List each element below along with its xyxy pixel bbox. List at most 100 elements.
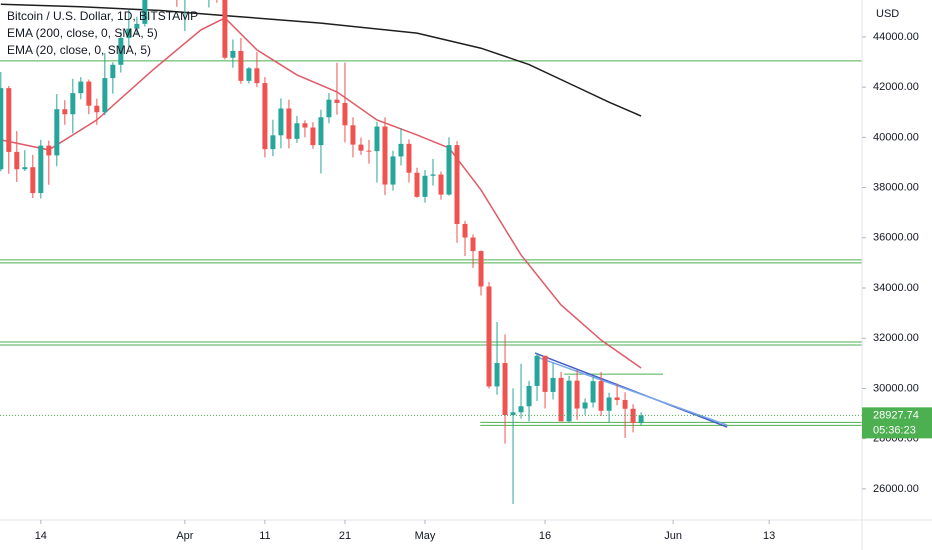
candle-body [310, 127, 316, 146]
x-tick-label: 14 [35, 530, 47, 542]
candle-body [438, 174, 444, 195]
x-tick-label: 13 [763, 530, 775, 542]
candle-body [638, 415, 644, 424]
candle-body [510, 412, 516, 416]
candle-body [486, 286, 492, 387]
candle-body [622, 399, 628, 409]
candle-body [38, 145, 44, 194]
ema-line [0, 3, 642, 117]
candle-body [86, 81, 92, 106]
y-axis-label: USD [876, 8, 899, 20]
x-tick-label: May [415, 530, 436, 542]
candle-body [0, 88, 4, 170]
candle-body [534, 355, 540, 386]
candle-body [70, 93, 76, 115]
x-tick-label: 16 [539, 530, 551, 542]
candle-body [110, 64, 116, 79]
candle-body [62, 109, 68, 115]
y-tick-label: 44000.00 [873, 31, 919, 43]
candle-body [334, 99, 340, 103]
y-tick-label: 30000.00 [873, 382, 919, 394]
y-tick-label: 34000.00 [873, 282, 919, 294]
candle-body [398, 143, 404, 157]
candle-body [462, 223, 468, 238]
candle-body [422, 175, 428, 197]
y-tick-label: 26000.00 [873, 483, 919, 495]
candle-body [246, 68, 252, 81]
legend-entry: EMA (20, close, 0, SMA, 5) [7, 43, 151, 57]
candle-body [134, 23, 140, 29]
x-tick-label: 21 [339, 530, 351, 542]
candle-body [454, 145, 460, 224]
candle-body [318, 117, 324, 146]
candle-body [526, 385, 532, 407]
candle-body [598, 381, 604, 411]
candle-body [6, 88, 12, 152]
trend-line [536, 356, 728, 426]
candle-body [350, 125, 356, 145]
candle-body [278, 108, 284, 136]
candle-body [582, 402, 588, 409]
candle-body [46, 145, 52, 156]
candle-body [78, 81, 84, 94]
y-tick-label: 42000.00 [873, 81, 919, 93]
candle-body [414, 172, 420, 197]
candle-body [382, 126, 388, 185]
y-tick-label: 32000.00 [873, 332, 919, 344]
y-tick-label: 36000.00 [873, 232, 919, 244]
candle-body [494, 363, 500, 387]
candle-body [446, 145, 452, 195]
candle-body [22, 167, 28, 170]
candle-body [630, 408, 636, 424]
candle-body [590, 381, 596, 403]
candle-body [118, 37, 124, 65]
candle-body [270, 135, 276, 150]
candle-body [542, 355, 548, 392]
candle-body [94, 105, 100, 113]
candle-body [390, 156, 396, 185]
candle-body [222, 0, 228, 58]
candle-body [54, 109, 60, 156]
x-tick-label: Jun [664, 530, 682, 542]
chart-title: Bitcoin / U.S. Dollar, 1D, BITSTAMP [7, 9, 198, 23]
candle-body [142, 0, 148, 24]
candle-body [614, 397, 620, 400]
x-tick-label: Apr [176, 530, 193, 542]
candle-body [470, 237, 476, 252]
candle-body [502, 363, 508, 416]
candle-body [558, 377, 564, 422]
countdown-label: 05:36:23 [873, 424, 916, 436]
candle-body [302, 123, 308, 128]
candle-body [406, 143, 412, 173]
candle-body [574, 380, 580, 409]
candle-body [238, 50, 244, 81]
y-tick-label: 40000.00 [873, 131, 919, 143]
candle-body [30, 167, 36, 194]
candle-body [14, 151, 20, 170]
last-price-label: 28927.74 [873, 409, 919, 421]
candle-body [374, 126, 380, 152]
axes: 26000.0028000.0030000.0032000.0034000.00… [35, 31, 932, 542]
candle-body [342, 102, 348, 126]
candle-body [366, 150, 372, 152]
legend-entry: EMA (200, close, 0, SMA, 5) [7, 26, 158, 40]
candle-body [518, 406, 524, 413]
candle-body [606, 397, 612, 411]
candle-body [254, 68, 260, 84]
candle-body [102, 78, 108, 113]
candle-body [430, 174, 436, 176]
candle-body [126, 28, 132, 38]
candle-body [478, 251, 484, 287]
candle-body [358, 144, 364, 151]
candle-body [550, 377, 556, 392]
candle-body [566, 380, 572, 422]
price-label-box [862, 407, 932, 439]
candle-body [294, 123, 300, 139]
x-tick-label: 11 [259, 530, 270, 542]
candle-body [230, 50, 236, 58]
candle-body [326, 99, 332, 118]
candle-body [286, 108, 292, 139]
plot-area [0, 0, 862, 504]
